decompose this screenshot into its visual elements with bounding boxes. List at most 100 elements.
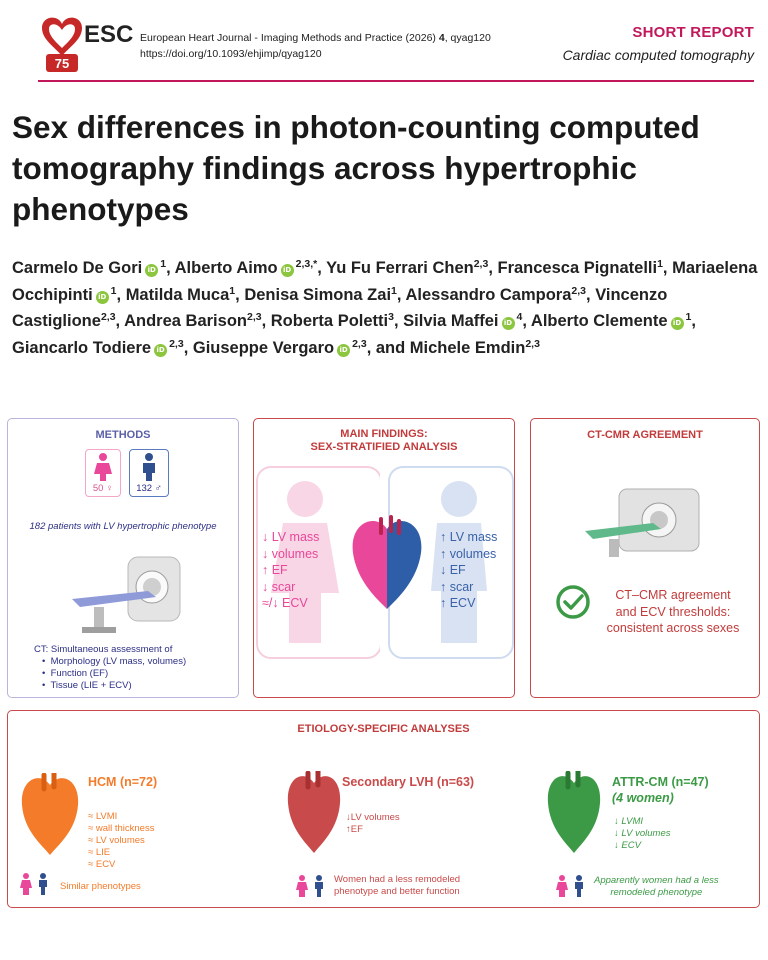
male-finding: ↓ EF — [440, 562, 497, 579]
hcm-heart-icon — [18, 773, 82, 857]
agreement-line: consistent across sexes — [589, 620, 757, 637]
author-affiliation: 2,3 — [571, 285, 586, 297]
female-count: 50 ♀ — [86, 483, 120, 495]
ct-scanner-illustration — [66, 549, 186, 639]
attr-subtitle: (4 women) — [612, 791, 674, 805]
author-separator: , — [116, 312, 125, 330]
attr-note: Apparently women had a less remodeled ph… — [594, 875, 719, 899]
female-finding: ↓ volumes — [262, 546, 319, 563]
author-name[interactable]: Alberto Clemente — [531, 312, 668, 330]
author-name[interactable]: Alessandro Campora — [405, 286, 571, 304]
etiology-panel: ETIOLOGY-SPECIFIC ANALYSES HCM (n=72) ≈ … — [7, 710, 760, 908]
author-name[interactable]: Carmelo De Gori — [12, 259, 142, 277]
author-name[interactable]: Alberto Aimo — [175, 259, 278, 277]
male-count-card: 132 ♂ — [129, 449, 169, 497]
etiology-title: ETIOLOGY-SPECIFIC ANALYSES — [8, 723, 759, 736]
hcm-label: HCM (n=72) — [88, 775, 157, 789]
article-header: 75 ESC European Heart Journal - Imaging … — [38, 14, 754, 86]
male-finding: ↑ LV mass — [440, 529, 497, 546]
author-name[interactable]: Francesca Pignatelli — [498, 259, 658, 277]
author-name[interactable]: Yu Fu Ferrari Chen — [326, 259, 474, 277]
attr-note-line: remodeled phenotype — [594, 887, 719, 899]
orcid-icon[interactable]: iD — [154, 344, 167, 357]
orcid-icon[interactable]: iD — [337, 344, 350, 357]
author-affiliation: 2,3,* — [296, 258, 318, 270]
findings-title-line2: SEX-STRATIFIED ANALYSIS — [254, 441, 514, 454]
hcm-finding: ≈ ECV — [88, 859, 154, 871]
attr-note-line: Apparently women had a less — [594, 875, 719, 887]
attr-finding: ↓ LV volumes — [614, 828, 671, 840]
attr-findings: ↓ LVMI ↓ LV volumes ↓ ECV — [614, 816, 671, 852]
author-name[interactable]: Roberta Poletti — [271, 312, 388, 330]
author-name[interactable]: Giancarlo Todiere — [12, 339, 151, 357]
journal-name: European Heart Journal - Imaging Methods… — [140, 32, 436, 44]
ct-bullet-text: Function (EF) — [51, 668, 109, 679]
male-count: 132 ♂ — [130, 483, 168, 495]
logo-text: ESC — [84, 21, 133, 48]
esc-75-logo: 75 ESC — [38, 14, 134, 74]
article-id: , qyag120 — [445, 32, 491, 44]
orcid-icon[interactable]: iD — [96, 291, 109, 304]
hcm-finding: ≈ LIE — [88, 847, 154, 859]
author-affiliation: 2,3 — [525, 338, 540, 350]
author-name[interactable]: Silvia Maffei — [403, 312, 498, 330]
doi-link[interactable]: https://doi.org/10.1093/ehjimp/qyag120 — [140, 48, 322, 60]
hcm-note: Similar phenotypes — [60, 881, 141, 893]
author-name[interactable]: Matilda Muca — [126, 286, 230, 304]
female-finding: ≈/↓ ECV — [262, 595, 319, 612]
orcid-icon[interactable]: iD — [145, 264, 158, 277]
author-name[interactable]: Giuseppe Vergaro — [193, 339, 334, 357]
attr-heart-icon — [544, 771, 604, 855]
lvh-finding: ↓LV volumes — [346, 812, 400, 824]
male-figure-icon — [129, 452, 169, 482]
agreement-line: CT–CMR agreement — [589, 587, 757, 604]
author-separator: , — [184, 339, 193, 357]
agreement-panel: CT-CMR AGREEMENT CT–CMR agreement and EC… — [530, 418, 760, 698]
author-separator: , — [663, 259, 672, 277]
male-finding: ↑ scar — [440, 579, 497, 596]
lvh-note-line: Women had a less remodeled — [334, 874, 460, 886]
report-section: Cardiac computed tomography — [563, 47, 754, 63]
author-name[interactable]: Andrea Barison — [124, 312, 247, 330]
male-finding: ↑ ECV — [440, 595, 497, 612]
female-male-icon — [18, 873, 52, 895]
lvh-label: Secondary LVH (n=63) — [342, 775, 474, 789]
author-separator: , — [117, 286, 126, 304]
female-finding: ↓ scar — [262, 579, 319, 596]
author-separator: , — [691, 312, 696, 330]
author-name[interactable]: Denisa Simona Zai — [244, 286, 391, 304]
author-separator: , — [317, 259, 326, 277]
male-findings-list: ↑ LV mass ↑ volumes ↓ EF ↑ scar ↑ ECV — [440, 529, 497, 612]
lvh-note: Women had a less remodeled phenotype and… — [334, 874, 460, 898]
author-separator: , — [394, 312, 403, 330]
attr-finding: ↓ LVMI — [614, 816, 671, 828]
hcm-finding: ≈ wall thickness — [88, 823, 154, 835]
author-separator: , — [262, 312, 271, 330]
header-divider — [38, 80, 754, 82]
female-finding: ↑ EF — [262, 562, 319, 579]
author-name[interactable]: Michele Emdin — [410, 339, 526, 357]
female-male-icon — [554, 875, 588, 897]
female-finding: ↓ LV mass — [262, 529, 319, 546]
ct-bullet: • Function (EF) — [42, 668, 108, 680]
main-findings-panel: MAIN FINDINGS: SEX-STRATIFIED ANALYSIS ↓… — [253, 418, 515, 698]
author-separator: , — [166, 259, 175, 277]
author-affiliation: 2,3 — [247, 311, 262, 323]
ct-bullet: • Tissue (LIE + ECV) — [42, 680, 132, 692]
author-separator: , — [488, 259, 497, 277]
hcm-finding: ≈ LV volumes — [88, 835, 154, 847]
report-type: SHORT REPORT — [632, 24, 754, 41]
author-affiliation: 2,3 — [352, 338, 367, 350]
findings-title-line1: MAIN FINDINGS: — [254, 428, 514, 441]
agreement-title: CT-CMR AGREEMENT — [531, 429, 759, 442]
orcid-icon[interactable]: iD — [281, 264, 294, 277]
female-figure-icon — [85, 452, 121, 482]
heart-split-icon — [347, 515, 427, 611]
attr-label: ATTR-CM (n=47) — [612, 775, 709, 789]
orcid-icon[interactable]: iD — [502, 317, 515, 330]
author-separator: , and — [367, 339, 410, 357]
logo-badge: 75 — [55, 56, 69, 71]
mri-scanner-illustration — [583, 485, 703, 565]
author-separator: , — [586, 286, 595, 304]
orcid-icon[interactable]: iD — [671, 317, 684, 330]
